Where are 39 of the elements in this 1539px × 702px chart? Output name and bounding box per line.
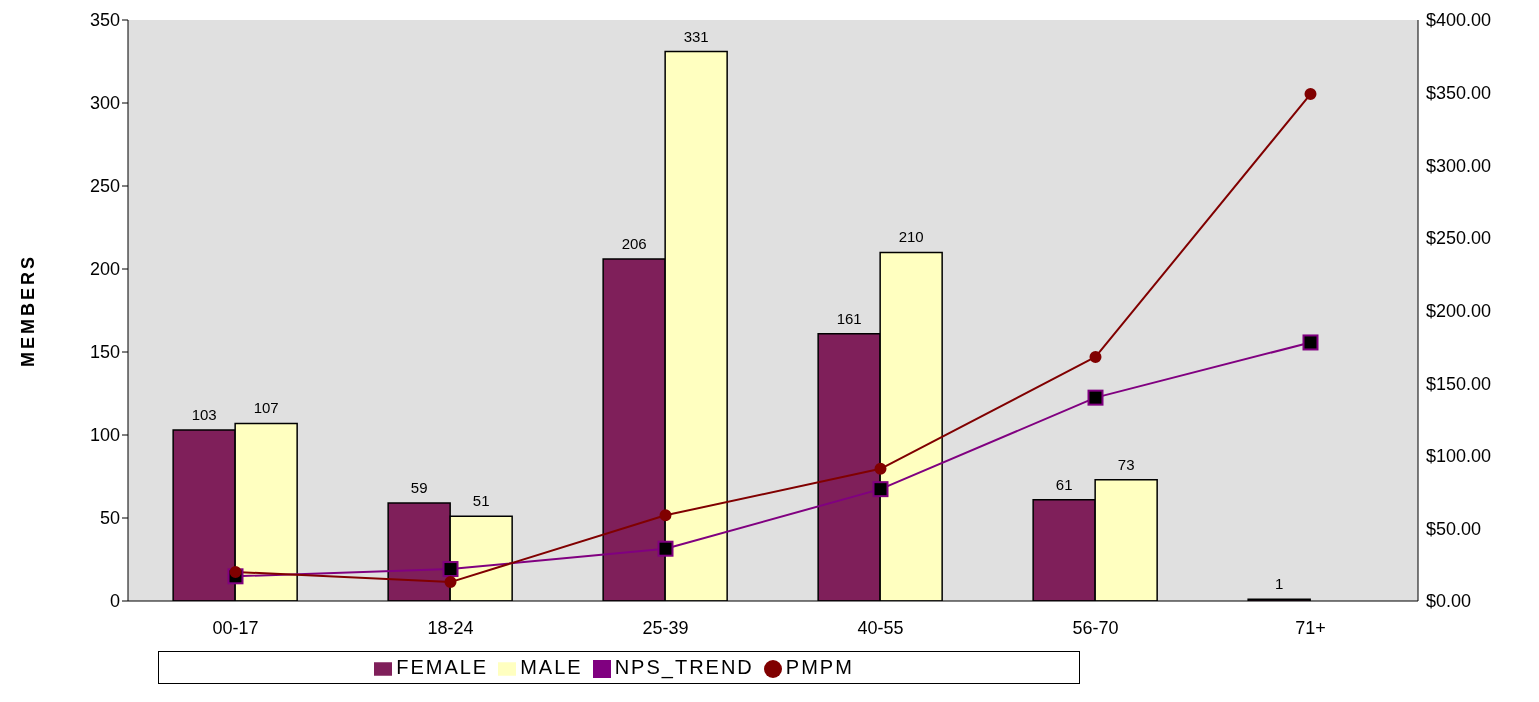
legend-label: MALE [520,656,583,678]
data-label: 107 [253,399,279,417]
y2-tick-label: $300.00 [1426,155,1492,176]
data-label: 1 [1274,575,1284,593]
data-label: 206 [621,235,647,253]
y-tick-label: 100 [89,425,120,446]
y-tick-label: 0 [109,591,120,612]
legend-label: FEMALE [396,656,489,678]
y2-tick-label: $200.00 [1426,300,1492,321]
x-tick-label: 00-17 [212,617,259,638]
x-tick-label: 18-24 [427,617,474,638]
y-tick-label: 300 [89,93,120,114]
x-tick-label: 40-55 [857,617,904,638]
y2-tick-label: $100.00 [1426,446,1492,467]
x-tick-label: 56-70 [1072,617,1119,638]
y-tick-label: 150 [89,342,120,363]
y2-tick-label: $250.00 [1426,228,1492,249]
y2-tick-label: $150.00 [1426,373,1492,394]
legend-label: NPS_TREND [614,656,754,678]
data-label: 210 [898,228,924,246]
data-label: 73 [1117,455,1135,473]
y-tick-label: 350 [89,10,120,31]
data-label: 61 [1055,475,1073,493]
x-tick-label: 25-39 [642,617,689,638]
y-axis-title: MEMBERS [18,253,39,368]
data-label: 331 [683,27,709,45]
data-label: 103 [191,406,217,424]
y-tick-label: 50 [99,508,120,529]
x-tick-label: 71+ [1295,617,1326,638]
y2-tick-label: $400.00 [1426,10,1492,31]
data-label: 59 [410,479,428,497]
y2-tick-label: $350.00 [1426,83,1492,104]
y2-tick-label: $50.00 [1426,518,1482,539]
y2-tick-label: $0.00 [1426,591,1472,612]
y-tick-label: 200 [89,259,120,280]
data-label: 51 [472,492,490,510]
legend-label: PMPM [785,656,854,678]
y-tick-label: 250 [89,176,120,197]
data-label: 161 [836,309,862,327]
